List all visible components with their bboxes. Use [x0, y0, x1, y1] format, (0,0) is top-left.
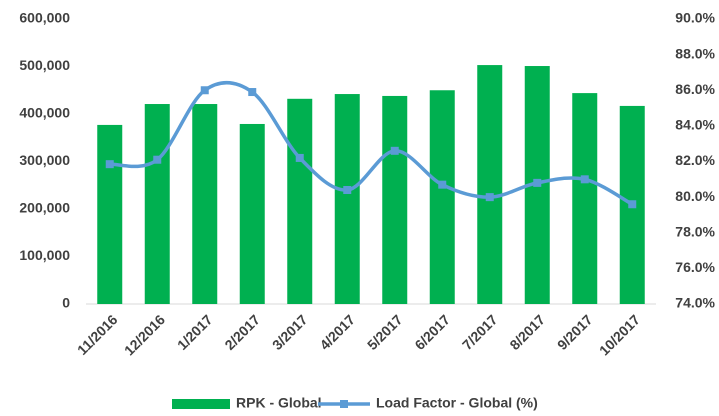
x-tick-label: 6/2017 [411, 311, 453, 353]
line-marker [580, 175, 589, 184]
bar [239, 123, 265, 304]
line-marker [628, 200, 637, 209]
line-marker [248, 88, 257, 97]
y-tick-label: 300,000 [19, 152, 70, 168]
bar [429, 90, 455, 304]
x-tick-label: 10/2017 [596, 311, 643, 358]
y-tick-label: 0 [62, 295, 70, 311]
y2-tick-label: 90.0% [675, 10, 715, 26]
x-tick-label: 9/2017 [554, 311, 596, 353]
line-marker [200, 86, 209, 95]
x-tick-label: 3/2017 [269, 311, 311, 353]
x-tick-label: 4/2017 [316, 311, 358, 353]
legend-label: RPK - Global [236, 395, 322, 411]
y2-tick-label: 86.0% [675, 81, 715, 97]
x-tick-label: 7/2017 [459, 311, 501, 353]
y2-tick-label: 82.0% [675, 152, 715, 168]
x-tick-label: 11/2016 [74, 311, 121, 358]
y2-tick-label: 84.0% [675, 117, 715, 133]
y-tick-label: 600,000 [19, 10, 70, 26]
bar [477, 65, 503, 304]
y2-tick-label: 76.0% [675, 259, 715, 275]
line-marker [105, 160, 114, 169]
line-marker [295, 153, 304, 162]
legend-label: Load Factor - Global (%) [376, 395, 538, 411]
bar [192, 104, 218, 305]
legend-swatch [172, 399, 230, 409]
line-marker [533, 178, 542, 187]
bar [287, 98, 313, 304]
y-tick-label: 500,000 [19, 57, 70, 73]
bar [572, 93, 598, 304]
line [109, 80, 634, 206]
bar [144, 104, 170, 305]
y2-tick-label: 78.0% [675, 223, 715, 239]
x-tick-label: 5/2017 [364, 311, 406, 353]
y-tick-label: 100,000 [19, 247, 70, 263]
y-tick-label: 400,000 [19, 105, 70, 121]
line-marker [343, 186, 352, 194]
bar [97, 124, 123, 304]
line-marker [390, 146, 399, 155]
line-marker [153, 155, 162, 164]
line-marker [438, 180, 447, 189]
x-tick-label: 1/2017 [174, 311, 216, 353]
x-tick-label: 8/2017 [506, 311, 548, 353]
x-tick-label: 12/2016 [121, 311, 168, 358]
y-tick-label: 200,000 [19, 200, 70, 216]
bar [382, 95, 408, 304]
bar [334, 94, 360, 304]
line-marker [485, 193, 494, 202]
legend-marker [340, 400, 348, 408]
y2-tick-label: 88.0% [675, 45, 715, 61]
x-tick-label: 2/2017 [221, 311, 263, 353]
y2-tick-label: 74.0% [675, 295, 715, 311]
y2-tick-label: 80.0% [675, 188, 715, 204]
